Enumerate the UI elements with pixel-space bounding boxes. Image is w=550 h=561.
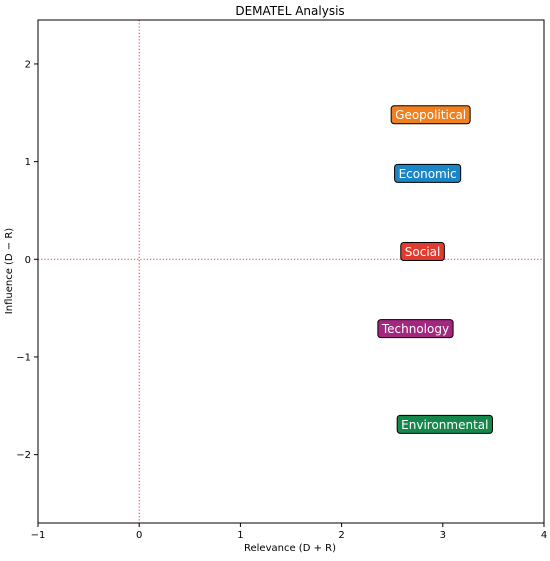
point-label: Technology (381, 322, 449, 336)
y-tick-label: 2 (25, 59, 31, 70)
point-label-box (390, 105, 471, 125)
chart-title: DEMATEL Analysis (235, 4, 344, 18)
y-tick-label: −1 (16, 352, 31, 363)
x-tick-label: −1 (31, 530, 46, 541)
point-label-box (396, 414, 493, 434)
point-label: Geopolitical (395, 108, 466, 122)
point-label-box (400, 241, 445, 261)
y-axis-label: Influence (D − R) (4, 228, 15, 315)
x-tick-label: 4 (541, 530, 547, 541)
y-tick-label: −2 (16, 450, 31, 461)
x-tick-label: 3 (440, 530, 446, 541)
plot-area: −1 0 1 2 3 4 −2 −1 0 1 2 Geopolitical Economic Social… (16, 19, 547, 541)
x-tick-label: 1 (237, 530, 243, 541)
point-label: Environmental (401, 418, 488, 432)
y-tick-label: 0 (25, 255, 31, 266)
x-tick-label: 0 (136, 530, 142, 541)
x-tick-label: 2 (338, 530, 344, 541)
point-label-box (377, 319, 454, 339)
point-label: Economic (399, 167, 457, 181)
plot-frame (37, 19, 545, 524)
x-axis-label: Relevance (D + R) (244, 543, 336, 554)
point-label-box (394, 163, 462, 183)
y-tick-label: 1 (25, 157, 31, 168)
point-label: Social (405, 245, 441, 259)
